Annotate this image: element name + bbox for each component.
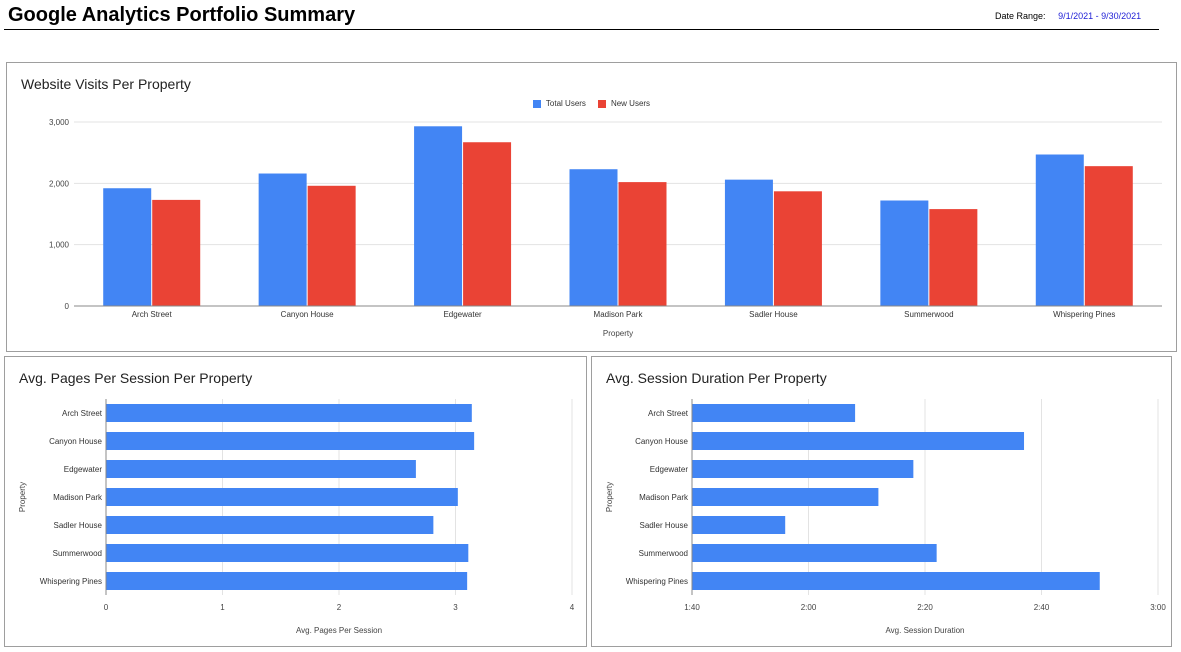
y-tick-label: Edgewater: [650, 465, 689, 474]
bar-whispering-pines: [106, 572, 468, 590]
legend-swatch-total-users: [532, 99, 541, 108]
bar-new-users-madison-park: [618, 182, 667, 306]
x-tick-label: 4: [570, 603, 575, 612]
y-tick-label: 0: [65, 302, 70, 311]
session-duration-chart: 1:40 2:00 2:20 2:40 3:00 Arch Street Canyon Ho…: [591, 356, 1172, 647]
bar-new-users-canyon-house: [307, 185, 356, 306]
legend-label: Total Users: [545, 99, 586, 108]
y-tick-label: Edgewater: [64, 465, 103, 474]
y-tick-label: Summerwood: [639, 549, 688, 558]
bar-madison-park: [106, 488, 458, 506]
bar-summerwood: [692, 544, 937, 562]
bar-new-users-summerwood: [929, 209, 978, 306]
y-tick-label: Canyon House: [49, 437, 102, 446]
x-axis-title: Avg. Pages Per Session: [296, 626, 382, 635]
y-tick-label: Arch Street: [62, 409, 103, 418]
y-tick-label: Summerwood: [53, 549, 102, 558]
x-tick-label: 2:40: [1034, 603, 1050, 612]
date-range: Date Range: 9/1/2021 - 9/30/2021: [995, 11, 1141, 21]
x-tick-label: Summerwood: [904, 310, 953, 319]
x-axis-title: Avg. Session Duration: [885, 626, 964, 635]
x-axis-title: Property: [603, 329, 633, 338]
bar-madison-park: [692, 488, 879, 506]
website-visits-chart: 0 1,000 2,000 3,000 Arch Street Canyon House E…: [6, 62, 1177, 352]
bar-new-users-arch-street: [152, 199, 201, 306]
y-tick-label: Canyon House: [635, 437, 688, 446]
bar-total-users-whispering-pines: [1035, 154, 1084, 306]
x-tick-label: Madison Park: [594, 310, 644, 319]
x-tick-label: Sadler House: [749, 310, 798, 319]
bar-canyon-house: [106, 432, 475, 450]
y-tick-label: 1,000: [49, 241, 70, 250]
bar-arch-street: [106, 404, 472, 422]
chart-title: Website Visits Per Property: [21, 76, 191, 92]
x-tick-label: Whispering Pines: [1053, 310, 1115, 319]
chart-title: Avg. Session Duration Per Property: [606, 370, 827, 386]
y-tick-label: Sadler House: [640, 521, 689, 530]
y-axis-title: Property: [18, 482, 27, 512]
y-tick-label: Sadler House: [54, 521, 103, 530]
bar-sadler-house: [692, 516, 786, 534]
bar-new-users-sadler-house: [773, 191, 822, 306]
chart-title: Avg. Pages Per Session Per Property: [19, 370, 253, 386]
bar-new-users-whispering-pines: [1084, 166, 1133, 306]
legend-item-total-users[interactable]: Total Users: [532, 99, 586, 108]
x-tick-label: Edgewater: [443, 310, 482, 319]
bar-whispering-pines: [692, 572, 1100, 590]
y-axis-title: Property: [605, 482, 614, 512]
bar-total-users-edgewater: [414, 126, 463, 306]
bar-new-users-edgewater: [463, 142, 512, 306]
y-tick-label: 3,000: [49, 118, 70, 127]
y-tick-label: Arch Street: [648, 409, 689, 418]
x-tick-label: 3: [453, 603, 458, 612]
legend-item-new-users[interactable]: New Users: [597, 99, 651, 108]
x-tick-label: Arch Street: [132, 310, 173, 319]
bar-sadler-house: [106, 516, 434, 534]
date-range-value[interactable]: 9/1/2021 - 9/30/2021: [1058, 11, 1142, 21]
y-tick-label: Madison Park: [639, 493, 689, 502]
bar-canyon-house: [692, 432, 1025, 450]
x-tick-label: 2:20: [917, 603, 933, 612]
website-visits-plot: 0 1,000 2,000 3,000 Arch Street Canyon House E…: [49, 118, 1162, 338]
y-tick-label: 2,000: [49, 179, 70, 188]
bar-total-users-summerwood: [880, 200, 929, 306]
title-divider: [4, 29, 1159, 30]
bar-summerwood: [106, 544, 469, 562]
bar-edgewater: [692, 460, 914, 478]
session-duration-plot: 1:40 2:00 2:20 2:40 3:00 Arch Street Canyon Ho…: [605, 399, 1166, 635]
bar-total-users-madison-park: [569, 169, 618, 306]
pages-per-session-plot: 0 1 2 3 4 Arch Street Canyon House Edgewater Mad…: [18, 399, 575, 635]
bar-edgewater: [106, 460, 416, 478]
y-tick-label: Madison Park: [53, 493, 103, 502]
bar-total-users-canyon-house: [258, 173, 307, 306]
x-tick-label: 2:00: [801, 603, 817, 612]
x-tick-label: 1: [220, 603, 225, 612]
legend-swatch-new-users: [597, 99, 606, 108]
date-range-label: Date Range:: [995, 11, 1046, 21]
y-tick-label: Whispering Pines: [626, 577, 688, 586]
x-tick-label: 0: [104, 603, 109, 612]
report-title: Google Analytics Portfolio Summary: [8, 4, 356, 26]
y-tick-label: Whispering Pines: [40, 577, 102, 586]
x-tick-label: 1:40: [684, 603, 700, 612]
pages-per-session-chart: 0 1 2 3 4 Arch Street Canyon House Edgewater Mad…: [4, 356, 587, 647]
x-tick-label: Canyon House: [281, 310, 334, 319]
bar-arch-street: [692, 404, 856, 422]
x-tick-label: 3:00: [1150, 603, 1166, 612]
bar-total-users-sadler-house: [724, 179, 773, 306]
legend-label: New Users: [610, 99, 651, 108]
bar-total-users-arch-street: [103, 188, 152, 306]
x-tick-label: 2: [337, 603, 342, 612]
legend: Total Users New Users: [7, 99, 1176, 108]
